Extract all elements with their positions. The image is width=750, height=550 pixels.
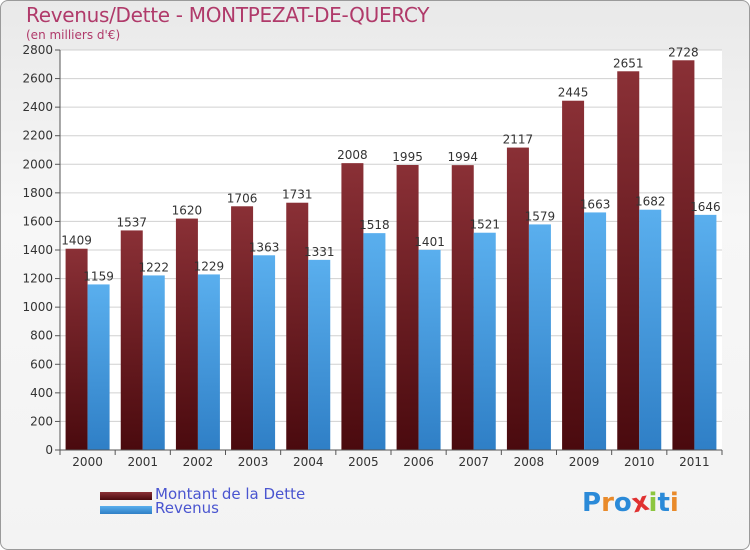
data-label-revenus: 1363 <box>249 240 280 254</box>
data-label-dette: 2117 <box>503 133 534 147</box>
data-label-dette: 1620 <box>172 204 203 218</box>
x-tick-label: 2011 <box>679 455 710 469</box>
bar-dette <box>562 100 585 450</box>
y-tick-label: 1400 <box>22 243 53 257</box>
bar-dette <box>396 165 419 450</box>
logo-letter: i <box>669 488 679 518</box>
bar-dette <box>506 147 529 451</box>
data-label-dette: 2008 <box>337 148 368 162</box>
y-tick-label: 200 <box>30 414 53 428</box>
bar-layer <box>65 60 717 451</box>
data-label-dette: 2445 <box>558 86 589 100</box>
legend-label-dette: Montant de la Dette <box>155 485 306 503</box>
data-label-dette: 1537 <box>116 215 147 229</box>
y-tick-label: 0 <box>45 443 53 457</box>
bar-dette <box>231 206 254 450</box>
bar-revenus <box>528 224 551 450</box>
data-label-dette: 1409 <box>61 234 92 248</box>
logo-letter: t <box>657 488 670 518</box>
y-tick-label: 2400 <box>22 100 53 114</box>
logo-letter: r <box>601 488 614 518</box>
data-label-revenus: 1401 <box>414 235 445 249</box>
legend-swatch-dette <box>100 492 152 500</box>
proxiti-logo: Proxiti <box>582 487 679 520</box>
bar-dette <box>65 248 88 450</box>
y-tick-label: 1200 <box>22 272 53 286</box>
x-tick-label: 2001 <box>127 455 158 469</box>
bar-dette <box>451 165 474 450</box>
data-label-revenus: 1663 <box>580 197 611 211</box>
y-tick-label: 600 <box>30 357 53 371</box>
bar-dette <box>286 202 309 450</box>
y-tick-label: 2200 <box>22 129 53 143</box>
bar-revenus <box>142 275 165 450</box>
data-label-revenus: 1579 <box>525 209 556 223</box>
x-tick-label: 2009 <box>569 455 600 469</box>
data-label-dette: 1731 <box>282 188 313 202</box>
y-tick-label: 800 <box>30 329 53 343</box>
data-label-dette: 2728 <box>668 45 699 59</box>
bar-dette <box>120 230 143 450</box>
y-tick-label: 400 <box>30 386 53 400</box>
bar-revenus <box>418 249 441 450</box>
data-label-dette: 2651 <box>613 56 644 70</box>
y-tick-label: 2600 <box>22 72 53 86</box>
bar-dette <box>341 163 364 450</box>
bar-revenus <box>253 255 276 450</box>
bar-revenus <box>197 274 220 450</box>
x-tick-label: 2004 <box>293 455 324 469</box>
x-tick-label: 2000 <box>72 455 103 469</box>
data-label-revenus: 1518 <box>359 218 390 232</box>
x-tick-label: 2008 <box>514 455 545 469</box>
y-tick-label: 1800 <box>22 186 53 200</box>
data-label-dette: 1994 <box>447 150 478 164</box>
bar-revenus <box>473 232 496 450</box>
y-tick-label: 1600 <box>22 214 53 228</box>
bar-dette <box>617 71 640 451</box>
bar-revenus <box>639 209 662 450</box>
y-tick-label: 1000 <box>22 300 53 314</box>
x-tick-label: 2006 <box>403 455 434 469</box>
data-label-revenus: 1331 <box>304 245 335 259</box>
data-label-revenus: 1521 <box>469 218 500 232</box>
y-tick-label: 2000 <box>22 157 53 171</box>
data-label-revenus: 1682 <box>635 195 666 209</box>
y-tick-label: 2800 <box>22 43 53 57</box>
chart-title: Revenus/Dette - MONTPEZAT-DE-QUERCY <box>26 3 430 27</box>
x-tick-label: 2005 <box>348 455 379 469</box>
chart-subtitle: (en milliers d'€) <box>26 28 121 42</box>
logo-letter: P <box>582 488 602 518</box>
logo-letter: i <box>648 488 658 518</box>
data-label-revenus: 1646 <box>690 200 721 214</box>
data-label-dette: 1706 <box>227 191 258 205</box>
bar-revenus <box>308 259 331 450</box>
bar-revenus <box>87 284 110 450</box>
bar-revenus <box>694 214 717 450</box>
axis-layer <box>55 49 723 455</box>
bar-revenus <box>584 212 607 450</box>
data-label-revenus: 1159 <box>83 269 114 283</box>
x-tick-label: 2007 <box>458 455 489 469</box>
bar-dette <box>672 60 695 451</box>
bar-revenus <box>363 233 386 450</box>
x-tick-label: 2002 <box>183 455 214 469</box>
label-layer: 0 200 400 600 800 1000 1200 1400 1600 1800 2000 220… <box>22 43 720 469</box>
logo-letter: o <box>613 488 632 518</box>
x-tick-label: 2003 <box>238 455 269 469</box>
data-label-dette: 1995 <box>392 150 423 164</box>
x-tick-label: 2010 <box>624 455 655 469</box>
data-label-revenus: 1229 <box>194 259 225 273</box>
legend-label-revenus: Revenus <box>155 499 219 517</box>
legend-swatch-revenus <box>100 506 152 514</box>
data-label-revenus: 1222 <box>138 260 169 274</box>
bar-dette <box>175 218 198 450</box>
